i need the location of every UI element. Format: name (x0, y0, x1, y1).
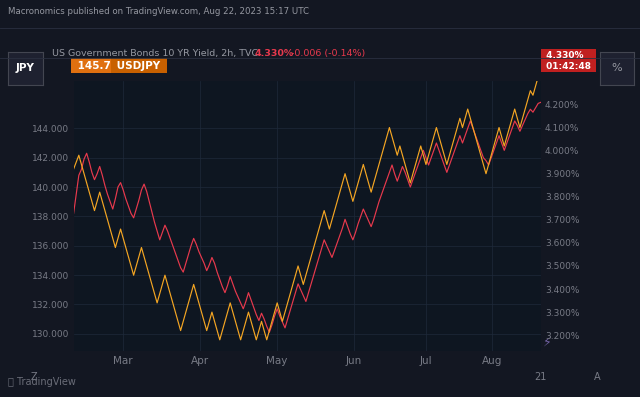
Text: Macronomics published on TradingView.com, Aug 22, 2023 15:17 UTC: Macronomics published on TradingView.com… (8, 7, 308, 16)
Text: US Government Bonds 10 YR Yield, 2h, TVC: US Government Bonds 10 YR Yield, 2h, TVC (52, 49, 259, 58)
Text: ⧖ TradingView: ⧖ TradingView (8, 377, 76, 387)
Text: 21: 21 (534, 372, 547, 382)
Text: 4.330%
 01:42:48: 4.330% 01:42:48 (543, 51, 595, 71)
Text: %: % (612, 64, 622, 73)
Text: Z: Z (31, 372, 37, 382)
Text: JPY: JPY (16, 64, 35, 73)
Text: US10Y: US10Y (543, 62, 582, 71)
Text: 4.330%: 4.330% (254, 49, 293, 58)
Text: -0.006 (-0.14%): -0.006 (-0.14%) (291, 49, 365, 58)
Text: ⚡: ⚡ (543, 335, 552, 349)
Text: A: A (593, 372, 600, 382)
Text: USDJPY: USDJPY (113, 61, 164, 71)
Text: 145.772: 145.772 (74, 61, 129, 71)
